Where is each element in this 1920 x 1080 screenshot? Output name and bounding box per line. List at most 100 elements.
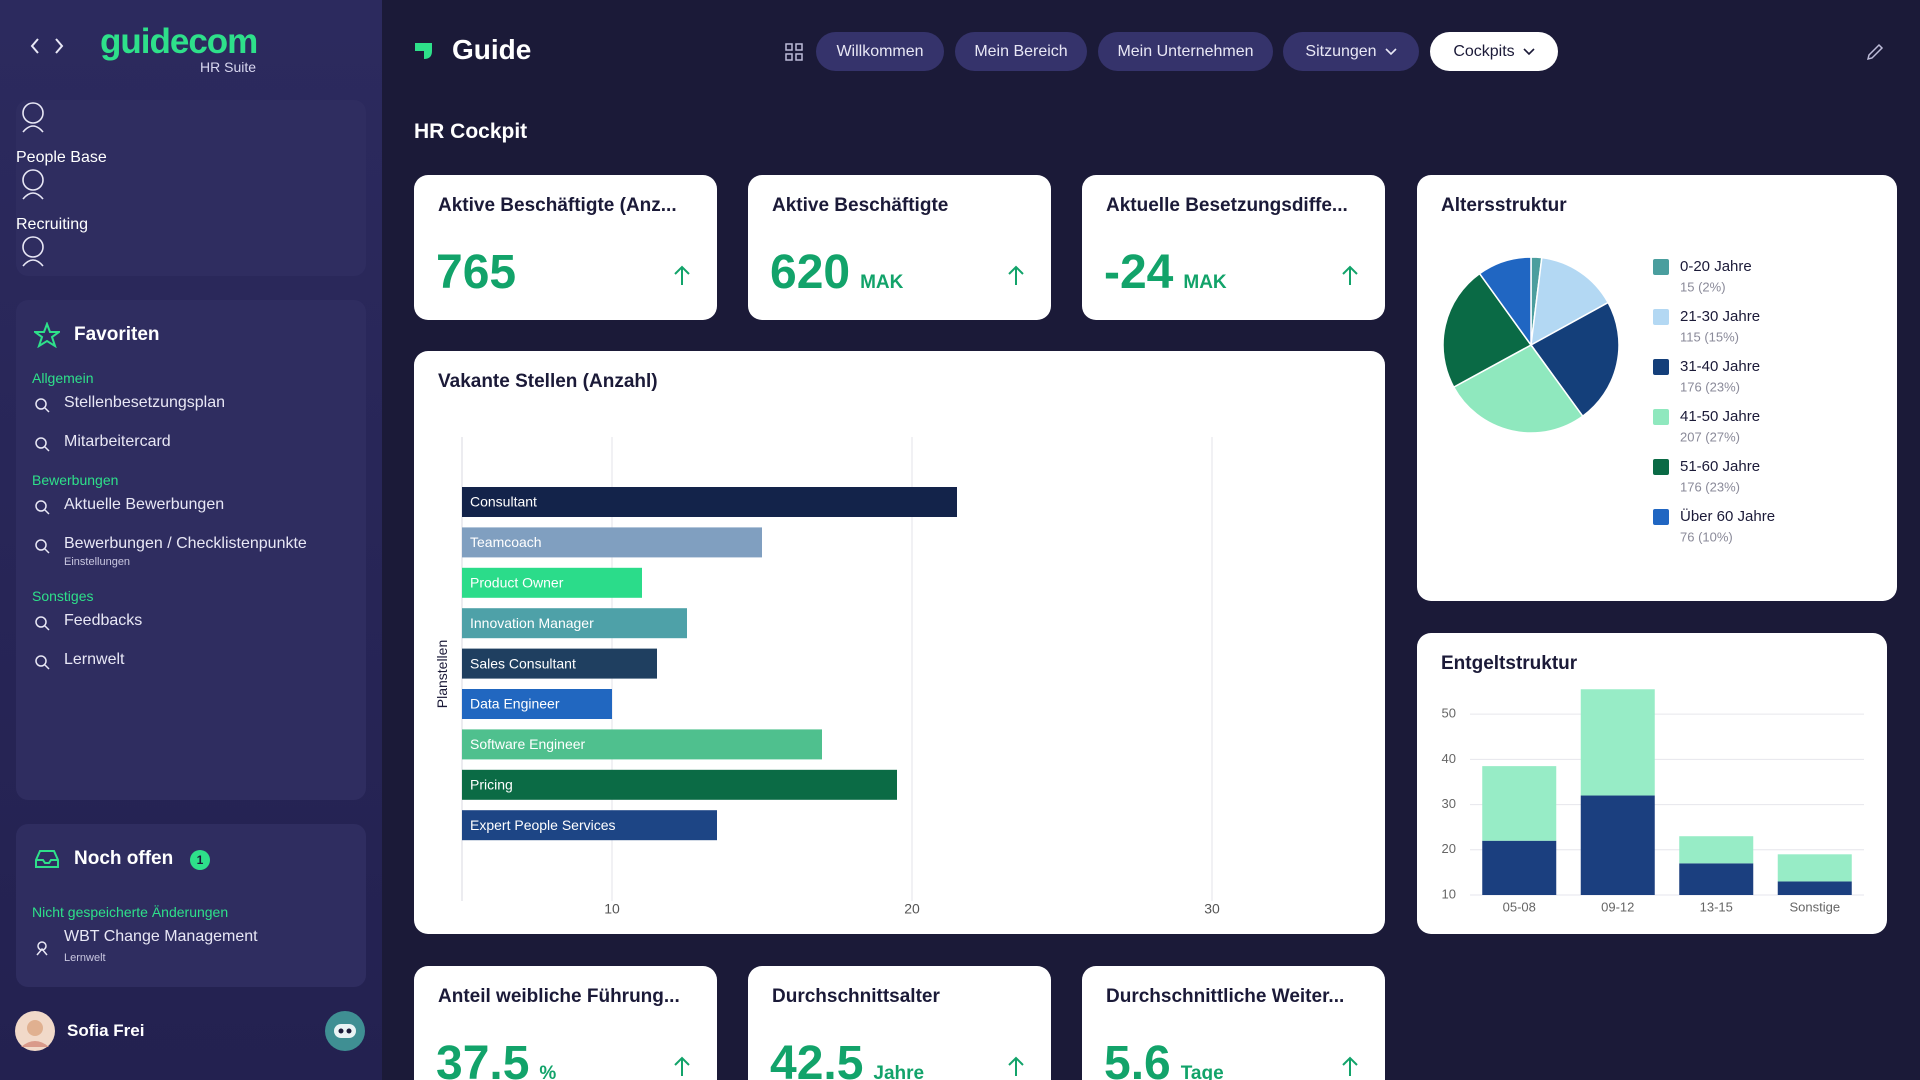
bar-segment [1580,689,1655,796]
bar-segment [1679,836,1754,864]
product: HR Suite [200,59,257,75]
module[interactable]: People Base [16,100,366,167]
pie-slice [1478,256,1532,348]
kpi-number: 620 [770,246,851,299]
pie-slice [1529,301,1620,418]
fav-label: Mitarbeitercard [64,433,171,450]
x-tick-label: 05-08 [1503,899,1536,914]
kpi-number: 42.5 [770,1037,864,1080]
x-tick-label: 09-12 [1601,899,1634,914]
trend-arrow [674,265,690,285]
fav-text: Lernwelt [64,651,124,669]
fav-icon [35,398,50,413]
kpi-value: 620 MAK [770,245,903,300]
nav-pill[interactable]: Mein Bereich [955,32,1087,71]
y-axis-label: Planstellen [434,640,450,709]
kpi-unit: Tage [1180,1063,1224,1080]
bar-label: Teamcoach [470,534,542,550]
fav-label: Bewerbungen / Checklistenpunkte [64,535,307,552]
apps-icon[interactable] [785,43,803,61]
legend-label: 51-60 Jahre [1680,458,1760,475]
kpi-title: Anteil weibliche Führung... [438,986,680,1007]
chevron [1523,47,1535,55]
x-tick-label: 30 [1204,901,1220,917]
bar [462,567,642,598]
age-chart: 0-20 Jahre 15 (2%) 21-30 Jahre 115 (15%) 31-… [1442,256,1775,544]
fav-item[interactable]: Lernwelt [32,651,352,670]
legend-swatch [1653,359,1669,375]
legend-value: 76 (10%) [1680,529,1733,544]
module[interactable]: Young Talents [16,234,366,276]
bar-label: Innovation Manager [470,615,594,631]
nav-pill[interactable]: Mein Unternehmen [1098,32,1273,71]
kpi-unit: % [539,1063,557,1080]
bar-label: Data Engineer [470,696,560,712]
module-icon [22,102,44,133]
bar [462,729,822,760]
legend-value: 15 (2%) [1680,279,1726,294]
fav-item[interactable]: Aktuelle Bewerbungen [32,496,352,515]
fav-item[interactable]: Feedbacks [32,612,352,631]
fav-group: Bewerbungen [32,472,119,488]
bar [462,689,612,719]
trend-arrow [1008,1056,1024,1076]
salary-chart: 10 20 30 40 50 05-08 09-12 13-15 Sonstige [1442,689,1864,914]
fav-text: Bewerbungen / Checklistenpunkte Einstellu… [64,535,307,568]
kpi-unit: Jahre [873,1063,925,1080]
kpi-unit: MAK [860,272,904,293]
avatar[interactable] [15,1011,55,1051]
kpi-title: Durchschnittliche Weiter... [1106,986,1345,1007]
favorites-panel: Favoriten Allgemein Stellenbesetzungsplan… [16,300,366,800]
bar-segment [1777,881,1852,895]
card-title: Entgeltstruktur [1441,653,1578,674]
legend-label: 21-30 Jahre [1680,308,1760,325]
history-arrows[interactable] [30,36,70,56]
fav-text: Aktuelle Bewerbungen [64,496,224,514]
legend-swatch [1653,259,1669,275]
bar-label: Pricing [470,777,513,793]
kpi-title: Aktive Beschäftigte [772,195,949,216]
page-title: HR Cockpit [414,120,528,143]
legend-label: Über 60 Jahre [1680,507,1775,525]
bar-segment [1482,766,1557,841]
kpi-unit: MAK [1183,272,1227,293]
fav-icon [35,655,50,670]
kpi-title: Aktuelle Besetzungsdiffe... [1106,195,1348,216]
module-label: Recruiting [16,216,89,233]
fav-item[interactable]: Bewerbungen / Checklistenpunkte Einstellu… [32,535,352,568]
fav-item[interactable]: Stellenbesetzungsplan [32,394,352,413]
legend-value: 176 (23%) [1680,379,1740,394]
brand: guidecom [100,22,258,61]
legend-swatch [1653,509,1669,525]
kpi-title: Aktive Beschäftigte (Anz... [438,195,677,216]
age-card: Altersstruktur 0-20 Jahre 15 (2%) 21-30 Ja… [1417,175,1897,601]
edit-icon[interactable] [1865,42,1885,62]
nav-pill[interactable]: Cockpits [1430,32,1558,71]
assistant-icon[interactable] [325,1011,365,1051]
pending-sub: Lernwelt [64,952,106,964]
y-tick-label: 40 [1442,751,1456,766]
nav-pill[interactable]: Sitzungen [1283,32,1419,71]
pending-item[interactable]: WBT Change Management [64,928,258,945]
nav-label: Willkommen [836,42,924,60]
module[interactable]: Recruiting [16,167,366,234]
kpi-card: Aktive Beschäftigte (Anz... 765 [414,175,717,320]
y-tick-label: 20 [1442,841,1456,856]
legend-swatch [1653,459,1669,475]
fav-text: Mitarbeitercard [64,433,171,451]
pending-title: Noch offen [74,848,174,869]
item-icon [36,941,48,956]
trend-arrow [1342,265,1358,285]
legend-label: 0-20 Jahre [1680,258,1752,275]
nav-label: Mein Bereich [974,42,1068,60]
module-icon [22,169,44,200]
legend-value: 176 (23%) [1680,479,1740,494]
x-tick-label: 13-15 [1700,899,1733,914]
nav-pill[interactable]: Willkommen [816,32,944,71]
pending-badge: 1 [190,850,210,870]
y-tick-label: 10 [1442,886,1456,901]
fav-group: Allgemein [32,370,94,386]
fav-item[interactable]: Mitarbeitercard [32,433,352,452]
bar-label: Expert People Services [470,817,616,833]
favorites-list: Allgemein Stellenbesetzungsplan Mitarbeite… [32,356,352,690]
